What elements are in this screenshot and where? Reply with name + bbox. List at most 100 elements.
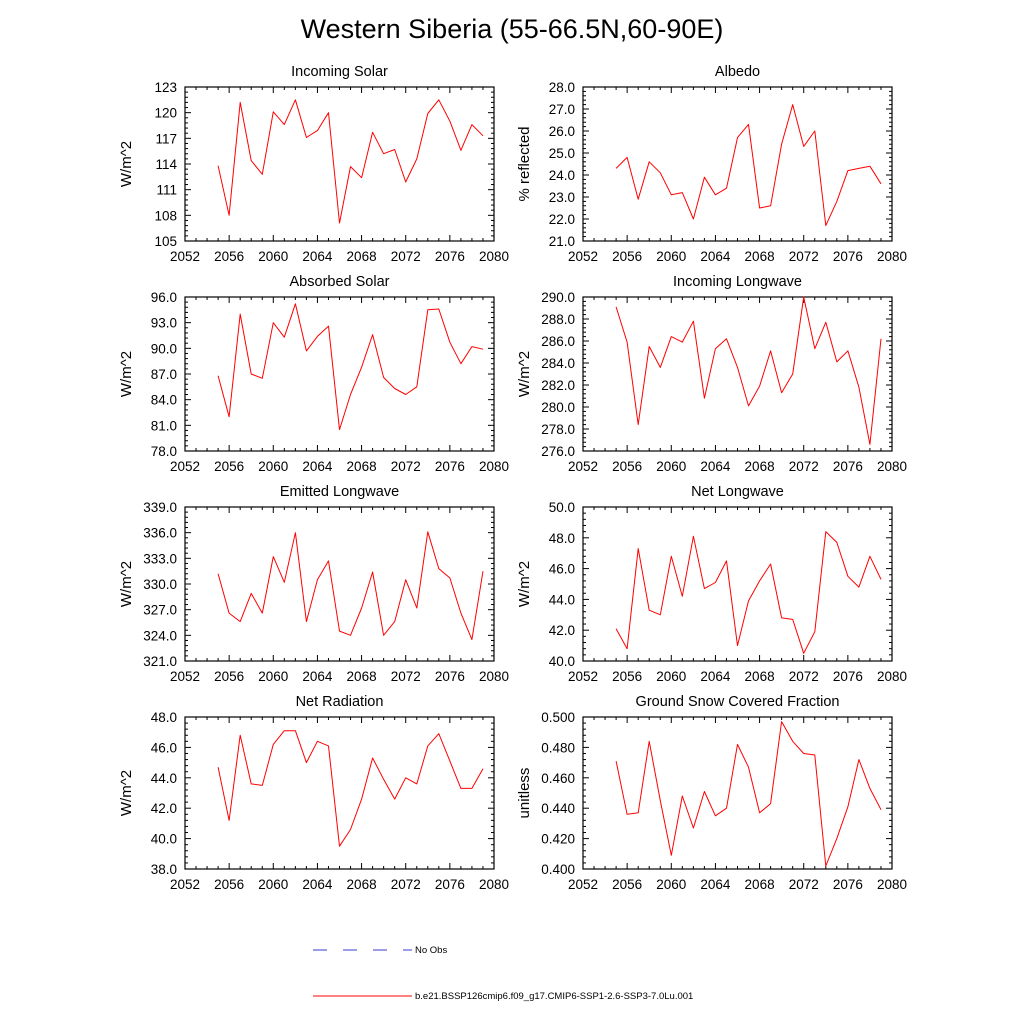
x-tick-label: 2080 <box>479 669 509 684</box>
x-tick-label: 2072 <box>789 877 819 892</box>
x-tick-label: 2068 <box>347 877 377 892</box>
y-tick-label: 0.420 <box>541 832 575 847</box>
y-tick-label: 21.0 <box>549 234 575 249</box>
x-tick-label: 2080 <box>877 249 907 264</box>
plot-frame <box>184 506 495 662</box>
y-tick-label: 330.0 <box>143 577 177 592</box>
x-tick-label: 2064 <box>302 459 333 474</box>
y-tick-label: 327.0 <box>143 603 177 618</box>
x-tick-label: 2072 <box>391 877 421 892</box>
page-title: Western Siberia (55-66.5N,60-90E) <box>300 14 724 44</box>
chart-panel: 2052 2056 2060 2064 2068 2072 2076 2080 21.0 22.0… <box>516 64 907 264</box>
x-tick-label: 2052 <box>568 459 598 474</box>
x-tick-label: 2068 <box>745 877 775 892</box>
plot-frame <box>582 506 893 662</box>
x-tick-label: 2072 <box>789 459 819 474</box>
x-tick-label: 2076 <box>435 669 465 684</box>
series-line <box>615 104 882 227</box>
series-line <box>217 99 484 224</box>
y-tick-label: 42.0 <box>151 801 177 816</box>
y-tick-label: 40.0 <box>151 832 177 847</box>
panel-title: Incoming Longwave <box>673 274 802 290</box>
legend-model-label: b.e21.BSSP126cmip6.f09_g17.CMIP6-SSP1-2.… <box>415 991 693 1002</box>
x-tick-label: 2076 <box>435 459 465 474</box>
x-tick-label: 2076 <box>435 249 465 264</box>
y-tick-label: 84.0 <box>151 393 177 408</box>
chart-panel: 2052 2056 2060 2064 2068 2072 2076 2080 0.400 0.4… <box>516 694 907 892</box>
y-tick-label: 93.0 <box>151 316 177 331</box>
y-tick-label: 282.0 <box>541 378 575 393</box>
x-tick-label: 2080 <box>877 459 907 474</box>
series-line <box>615 531 882 654</box>
x-tick-label: 2060 <box>656 669 686 684</box>
panel-title: Absorbed Solar <box>290 274 390 290</box>
x-tick-label: 2064 <box>700 877 731 892</box>
y-tick-label: 117 <box>155 131 177 146</box>
x-tick-label: 2052 <box>568 669 598 684</box>
x-tick-label: 2056 <box>612 669 642 684</box>
panel-title: Incoming Solar <box>291 64 388 80</box>
x-tick-label: 2060 <box>258 669 288 684</box>
x-tick-label: 2076 <box>833 249 863 264</box>
x-tick-label: 2060 <box>656 877 686 892</box>
x-tick-label: 2052 <box>568 249 598 264</box>
x-tick-label: 2060 <box>258 877 288 892</box>
y-tick-label: 44.0 <box>549 592 575 607</box>
y-tick-label: 333.0 <box>143 551 177 566</box>
x-tick-label: 2056 <box>214 249 244 264</box>
x-tick-label: 2064 <box>302 669 333 684</box>
y-tick-label: 290.0 <box>541 290 575 305</box>
x-tick-label: 2068 <box>745 669 775 684</box>
x-tick-label: 2064 <box>700 669 731 684</box>
x-tick-label: 2076 <box>833 877 863 892</box>
x-tick-label: 2056 <box>612 249 642 264</box>
x-tick-label: 2064 <box>302 249 333 264</box>
x-tick-label: 2080 <box>479 459 509 474</box>
chart-panel: 2052 2056 2060 2064 2068 2072 2076 2080 105 108 11… <box>118 64 509 264</box>
y-tick-label: 26.0 <box>549 124 575 139</box>
y-axis-label: W/m^2 <box>118 351 135 397</box>
panel-title: Emitted Longwave <box>280 484 399 500</box>
x-tick-label: 2080 <box>877 877 907 892</box>
y-axis-label: unitless <box>516 768 533 819</box>
y-tick-label: 108 <box>154 208 177 223</box>
y-tick-label: 81.0 <box>151 418 177 433</box>
y-tick-label: 0.460 <box>541 771 575 786</box>
y-tick-label: 105 <box>154 234 177 249</box>
legend: No Obs b.e21.BSSP126cmip6.f09_g17.CMIP6-… <box>313 945 693 1002</box>
x-tick-label: 2056 <box>612 877 642 892</box>
y-tick-label: 336.0 <box>143 526 177 541</box>
series-line <box>217 303 484 431</box>
plot-frame <box>184 86 495 242</box>
y-tick-label: 78.0 <box>151 444 177 459</box>
series-line <box>615 721 882 867</box>
x-tick-label: 2072 <box>789 669 819 684</box>
y-tick-label: 284.0 <box>541 356 575 371</box>
y-tick-label: 324.0 <box>143 628 177 643</box>
plot-frame <box>582 296 893 452</box>
x-tick-label: 2080 <box>877 669 907 684</box>
x-tick-label: 2056 <box>214 459 244 474</box>
y-axis-label: W/m^2 <box>118 770 135 816</box>
x-tick-label: 2064 <box>302 877 333 892</box>
x-tick-label: 2060 <box>258 459 288 474</box>
y-tick-label: 25.0 <box>549 146 575 161</box>
y-tick-label: 23.0 <box>549 190 575 205</box>
x-tick-label: 2052 <box>568 877 598 892</box>
x-tick-label: 2052 <box>170 877 200 892</box>
x-tick-label: 2064 <box>700 459 731 474</box>
y-tick-label: 38.0 <box>151 862 177 877</box>
y-tick-label: 288.0 <box>541 312 575 327</box>
y-tick-label: 111 <box>156 183 177 198</box>
y-tick-label: 48.0 <box>549 531 575 546</box>
x-tick-label: 2052 <box>170 459 200 474</box>
panel-title: Ground Snow Covered Fraction <box>636 694 840 710</box>
x-tick-label: 2056 <box>214 669 244 684</box>
x-tick-label: 2080 <box>479 877 509 892</box>
x-tick-label: 2060 <box>258 249 288 264</box>
x-tick-label: 2068 <box>347 669 377 684</box>
y-tick-label: 339.0 <box>143 500 177 515</box>
panel-title: Net Longwave <box>691 484 784 500</box>
y-tick-label: 0.400 <box>541 862 575 877</box>
x-tick-label: 2068 <box>347 459 377 474</box>
